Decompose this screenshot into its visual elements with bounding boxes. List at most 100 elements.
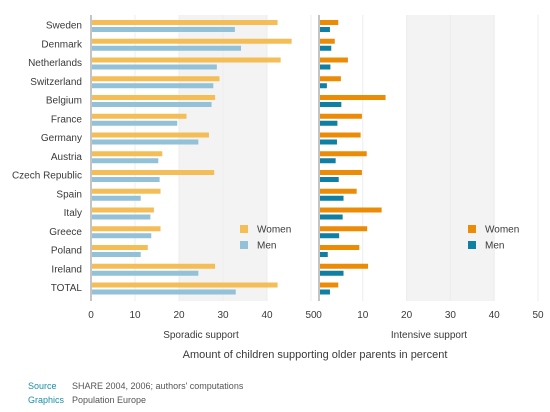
intensive-bar-men-italy	[320, 214, 343, 220]
sporadic-bar-men-austria	[92, 158, 159, 164]
sporadic-bar-women-denmark	[92, 38, 292, 44]
sporadic-bar-women-italy	[92, 207, 154, 213]
intensive-legend-swatch-men	[468, 241, 476, 249]
sporadic-bar-men-czech-republic	[92, 177, 160, 182]
intensive-legend-label-women: Women	[485, 225, 519, 236]
sporadic-legend-swatch-women	[240, 225, 248, 233]
footnote-source-text: SHARE 2004, 2006; authors' computations	[72, 381, 244, 391]
intensive-bar-men-ireland	[320, 270, 344, 276]
sporadic-bar-men-belgium	[92, 102, 212, 107]
intensive-bar-women-ireland	[320, 263, 369, 269]
sporadic-bar-men-spain	[92, 195, 141, 201]
intensive-bar-men-poland	[320, 252, 328, 257]
category-label-denmark: Denmark	[41, 39, 83, 50]
category-label-ireland: Ireland	[51, 264, 82, 275]
intensive-bar-women-france	[320, 113, 362, 119]
sporadic-bar-men-greece	[92, 233, 152, 239]
category-label-italy: Italy	[64, 208, 82, 219]
category-label-greece: Greece	[49, 227, 82, 238]
intensive-x-tick-30: 30	[445, 310, 457, 321]
intensive-bar-men-spain	[320, 195, 344, 201]
sporadic-bar-women-germany	[92, 132, 209, 138]
sporadic-bar-women-spain	[92, 188, 161, 194]
intensive-bar-men-belgium	[320, 102, 342, 107]
intensive-bar-women-poland	[320, 245, 360, 250]
intensive-bar-men-denmark	[320, 45, 332, 51]
intensive-bar-women-italy	[320, 207, 382, 213]
sporadic-bar-men-denmark	[92, 45, 242, 51]
sporadic-bar-women-france	[92, 113, 187, 119]
sporadic-bar-men-france	[92, 120, 178, 126]
sporadic-bar-women-belgium	[92, 95, 216, 100]
sporadic-x-tick-50: 50	[305, 310, 317, 321]
category-label-czech-republic: Czech Republic	[12, 171, 82, 182]
sporadic-legend-swatch-men	[240, 241, 248, 249]
sporadic-bar-men-ireland	[92, 270, 199, 276]
intensive-bar-women-greece	[320, 226, 368, 232]
intensive-bar-men-france	[320, 120, 338, 126]
footnote-graphics-label: Graphics	[28, 395, 65, 405]
chart-caption: Amount of children supporting older pare…	[183, 349, 448, 361]
intensive-bar-women-belgium	[320, 95, 386, 100]
intensive-x-tick-40: 40	[489, 310, 501, 321]
intensive-bar-men-total	[320, 289, 330, 295]
intensive-bar-men-austria	[320, 158, 336, 164]
footnote-source-label: Source	[28, 381, 57, 391]
sporadic-bar-women-austria	[92, 151, 163, 157]
intensive-bar-men-switzerland	[320, 83, 327, 89]
intensive-x-axis-label: Intensive support	[391, 330, 467, 341]
sporadic-bar-men-netherlands	[92, 64, 217, 70]
sporadic-legend-label-men: Men	[257, 241, 276, 252]
sporadic-bar-men-total	[92, 289, 236, 295]
sporadic-bar-women-netherlands	[92, 57, 281, 63]
sporadic-bar-women-total	[92, 282, 278, 288]
sporadic-x-tick-10: 10	[129, 310, 141, 321]
category-label-switzerland: Switzerland	[30, 77, 82, 88]
intensive-bar-women-spain	[320, 188, 357, 194]
intensive-x-tick-50: 50	[532, 310, 544, 321]
intensive-bar-men-czech-republic	[320, 177, 339, 182]
sporadic-x-tick-40: 40	[261, 310, 273, 321]
intensive-x-tick-20: 20	[401, 310, 413, 321]
intensive-bar-men-sweden	[320, 27, 330, 32]
sporadic-bar-men-switzerland	[92, 83, 214, 89]
intensive-bar-women-denmark	[320, 38, 335, 44]
intensive-bar-women-total	[320, 282, 339, 288]
intensive-bar-men-germany	[320, 139, 337, 145]
sporadic-bar-men-poland	[92, 252, 141, 257]
sporadic-x-tick-30: 30	[217, 310, 229, 321]
category-label-poland: Poland	[51, 246, 82, 257]
sporadic-x-tick-20: 20	[173, 310, 185, 321]
sporadic-bar-women-switzerland	[92, 76, 220, 82]
sporadic-bar-women-ireland	[92, 263, 216, 269]
intensive-legend-label-men: Men	[485, 241, 504, 252]
category-label-spain: Spain	[56, 189, 82, 200]
intensive-bar-women-switzerland	[320, 76, 341, 82]
category-label-belgium: Belgium	[46, 96, 82, 107]
category-label-total: TOTAL	[51, 283, 83, 294]
intensive-bar-women-netherlands	[320, 57, 348, 63]
sporadic-bar-men-sweden	[92, 27, 235, 32]
sporadic-bar-men-italy	[92, 214, 151, 220]
sporadic-bar-women-sweden	[92, 20, 278, 25]
footnote-graphics-text: Population Europe	[72, 395, 146, 405]
sporadic-bar-women-poland	[92, 245, 148, 250]
intensive-x-tick-0: 0	[316, 310, 322, 321]
category-label-austria: Austria	[51, 152, 83, 163]
sporadic-x-axis-label: Sporadic support	[163, 330, 239, 341]
intensive-bar-women-germany	[320, 132, 361, 138]
intensive-bar-men-netherlands	[320, 64, 331, 70]
sporadic-x-tick-0: 0	[88, 310, 94, 321]
intensive-x-tick-10: 10	[357, 310, 369, 321]
intensive-legend-swatch-women	[468, 225, 476, 233]
sporadic-bar-women-greece	[92, 226, 161, 232]
intensive-bar-women-austria	[320, 151, 367, 157]
intensive-bar-women-sweden	[320, 20, 339, 25]
sporadic-bar-women-czech-republic	[92, 170, 215, 175]
category-label-sweden: Sweden	[46, 21, 82, 32]
intensive-bar-women-czech-republic	[320, 170, 362, 175]
sporadic-legend-label-women: Women	[257, 225, 291, 236]
sporadic-bar-men-germany	[92, 139, 199, 145]
